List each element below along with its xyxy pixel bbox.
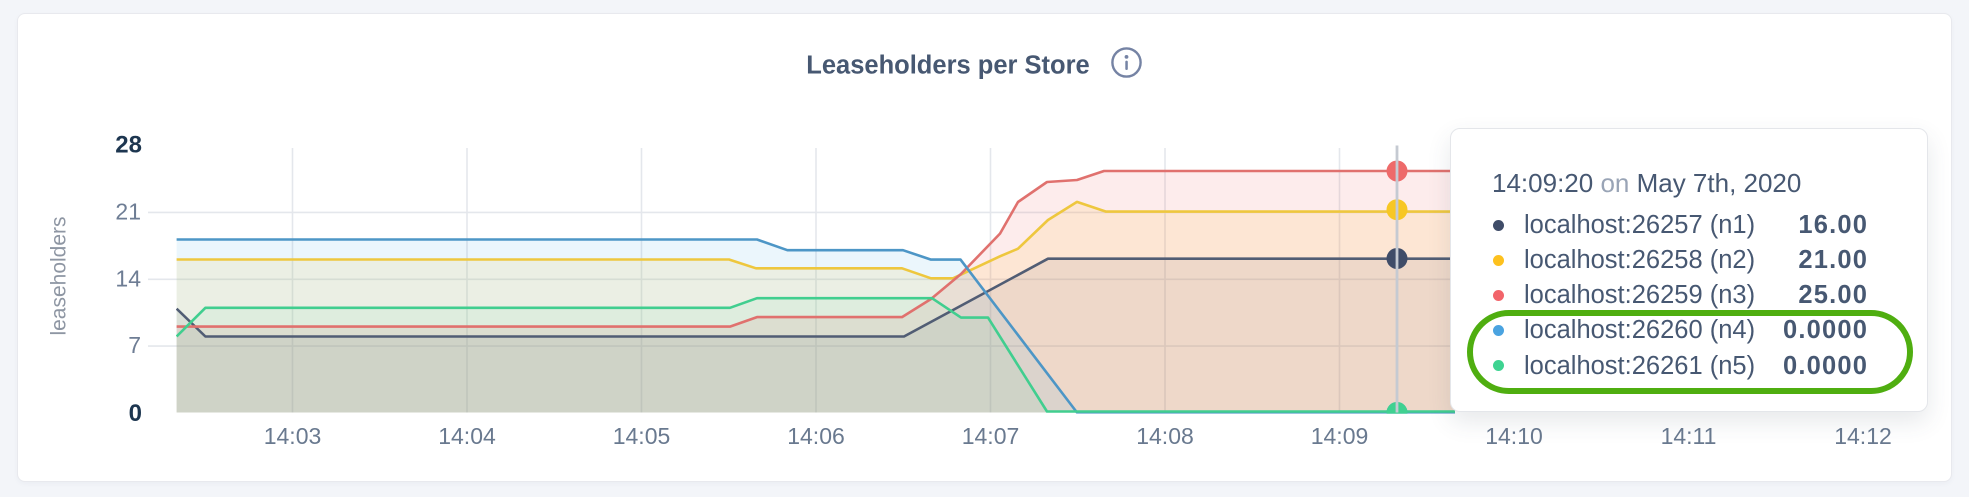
svg-text:14:11: 14:11 bbox=[1661, 423, 1717, 449]
svg-text:14:09: 14:09 bbox=[1311, 423, 1369, 449]
svg-text:7: 7 bbox=[128, 332, 141, 358]
svg-text:14:07: 14:07 bbox=[962, 423, 1020, 449]
svg-text:leaseholders: leaseholders bbox=[48, 216, 71, 335]
svg-text:21: 21 bbox=[115, 198, 141, 224]
svg-text:28: 28 bbox=[115, 132, 142, 159]
svg-text:14:10: 14:10 bbox=[1485, 423, 1543, 449]
svg-text:0: 0 bbox=[129, 400, 142, 427]
svg-text:14:08: 14:08 bbox=[1136, 423, 1194, 449]
svg-text:14:06: 14:06 bbox=[787, 423, 845, 449]
svg-text:14:03: 14:03 bbox=[264, 423, 322, 449]
svg-text:14: 14 bbox=[115, 265, 141, 291]
svg-text:14:12: 14:12 bbox=[1834, 423, 1892, 449]
svg-text:14:05: 14:05 bbox=[613, 423, 671, 449]
svg-text:14:04: 14:04 bbox=[438, 423, 496, 449]
